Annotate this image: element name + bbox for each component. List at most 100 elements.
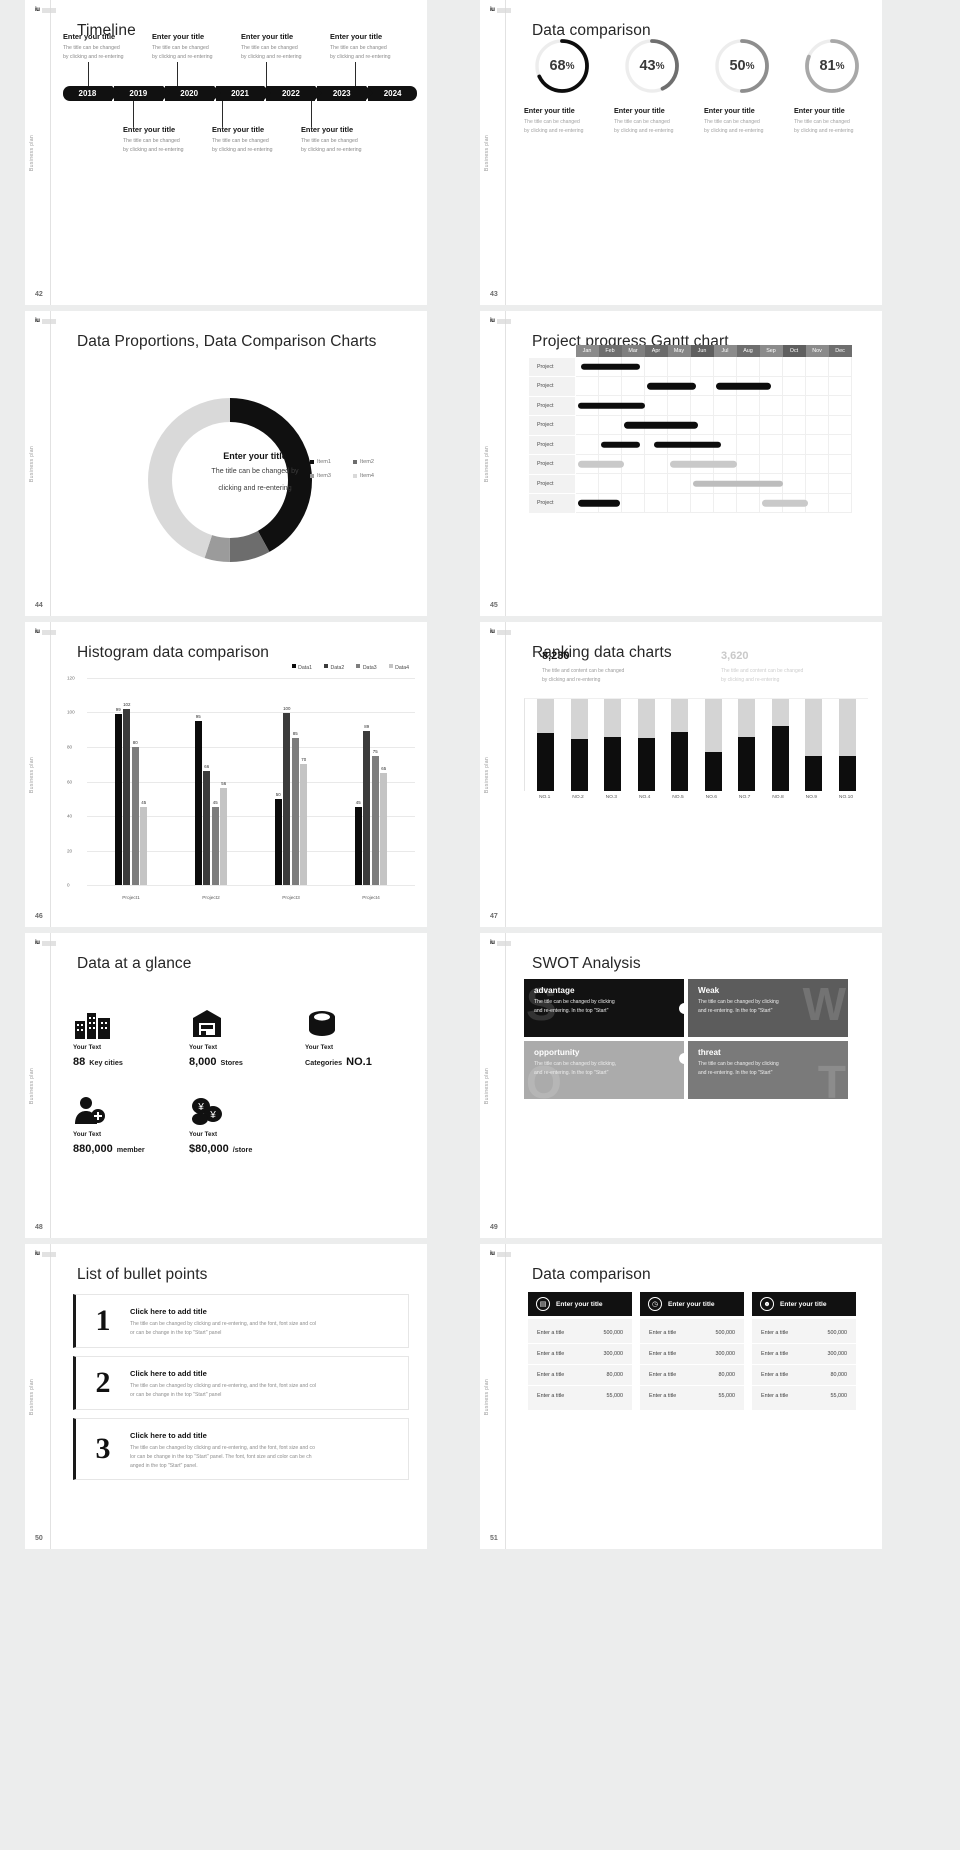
- gantt-bar[interactable]: [601, 441, 641, 448]
- stacked-bar[interactable]: [704, 698, 722, 791]
- timeline-year[interactable]: 2018: [63, 86, 119, 102]
- timeline-year[interactable]: 2019: [113, 86, 170, 102]
- bar[interactable]: 102: [123, 702, 130, 885]
- legend-item[interactable]: Item3: [310, 473, 344, 479]
- bar[interactable]: 66: [203, 764, 211, 885]
- gantt-body: Project Project Project Project Project Proje…: [528, 356, 852, 514]
- stat-item[interactable]: Your Text Categories NO.1: [305, 1005, 409, 1068]
- gridline: [87, 850, 415, 852]
- stacked-bar[interactable]: [771, 698, 789, 791]
- comparison-column[interactable]: ▤ Enter your title Enter a title 500,000 …: [528, 1292, 632, 1410]
- stacked-bar[interactable]: [637, 698, 655, 791]
- slide-gantt[interactable]: iu Business plan 45 Project progress Gan…: [480, 311, 882, 616]
- gantt-bar[interactable]: [578, 461, 625, 468]
- ring-chart: 50%: [712, 36, 772, 96]
- list-item[interactable]: Enter your title The title can be change…: [241, 32, 302, 61]
- list-item[interactable]: 3 Click here to add title The title can …: [73, 1418, 409, 1480]
- bar[interactable]: 65: [380, 766, 388, 885]
- legend-item[interactable]: Item1: [310, 459, 344, 465]
- bar[interactable]: 45: [140, 800, 148, 885]
- stacked-bar[interactable]: [570, 698, 588, 791]
- bar[interactable]: 50: [274, 792, 282, 885]
- stat-item[interactable]: Your Text 88 Key cities: [73, 1005, 177, 1068]
- bar[interactable]: 85: [291, 731, 299, 885]
- swot-quadrant-opportunity[interactable]: O opportunity The title can be changed b…: [524, 1041, 684, 1099]
- gantt-bar[interactable]: [578, 402, 645, 409]
- bar[interactable]: 45: [211, 800, 219, 885]
- stacked-bar[interactable]: [838, 698, 856, 791]
- gantt-bar[interactable]: [654, 441, 721, 448]
- gantt-bar[interactable]: [716, 383, 772, 390]
- swot-quadrant-weakness[interactable]: W Weak The title can be changed by click…: [688, 979, 848, 1037]
- list-item[interactable]: Enter your title The title can be change…: [301, 125, 362, 154]
- gauge-item[interactable]: 81% Enter your title The title can be ch…: [792, 36, 872, 136]
- legend-item[interactable]: Data2: [323, 664, 344, 671]
- legend-item[interactable]: Item2: [353, 459, 387, 465]
- stat-item[interactable]: ¥ ¥ Your Text $80,000 /store: [189, 1092, 293, 1155]
- swot-quadrant-threat[interactable]: T threat The title can be changed by cli…: [688, 1041, 848, 1099]
- stat-block-primary[interactable]: 8,230 The title and content can be chang…: [542, 650, 625, 684]
- bar[interactable]: 45: [354, 800, 362, 885]
- list-item[interactable]: Enter your title The title can be change…: [152, 32, 213, 61]
- timeline-year[interactable]: 2023: [317, 86, 373, 102]
- legend-item[interactable]: Data3: [356, 664, 377, 671]
- bar[interactable]: 89: [363, 724, 371, 885]
- stat-block-secondary[interactable]: 3,620 The title and content can be chang…: [721, 650, 804, 684]
- comparison-column[interactable]: ☻ Enter your title Enter a title 500,000 …: [752, 1292, 856, 1410]
- legend-item[interactable]: Data4: [388, 664, 409, 671]
- slide-swot[interactable]: iu Business plan 49 SWOT Analysis S adva…: [480, 933, 882, 1238]
- slide-data-comparison-gauges[interactable]: iu Business plan 43 Data comparison 68% …: [480, 0, 882, 305]
- gantt-bar[interactable]: [670, 461, 737, 468]
- bar[interactable]: 75: [371, 749, 379, 885]
- bar[interactable]: 99: [114, 707, 122, 885]
- list-item[interactable]: Enter your title The title can be change…: [123, 125, 184, 154]
- gantt-bar[interactable]: [578, 500, 620, 507]
- gantt-bar[interactable]: [624, 422, 698, 429]
- slide-data-proportions[interactable]: iu Business plan 44 Data Proportions, Da…: [25, 311, 427, 616]
- slide-histogram[interactable]: iu Business plan 46 Histogram data compa…: [25, 622, 427, 927]
- bar[interactable]: 100: [283, 706, 290, 885]
- slide-data-comparison-table[interactable]: iu Business plan 51 Data comparison ▤ En…: [480, 1244, 882, 1549]
- bar-segment-remainder: [637, 698, 655, 739]
- bar[interactable]: 95: [194, 714, 202, 885]
- legend-item[interactable]: Item4: [353, 473, 387, 479]
- gantt-bar[interactable]: [647, 383, 696, 390]
- month-header: Mar: [621, 345, 645, 357]
- gauge-item[interactable]: 43% Enter your title The title can be ch…: [612, 36, 692, 136]
- gauge-item[interactable]: 50% Enter your title The title can be ch…: [702, 36, 782, 136]
- list-item[interactable]: Enter your title The title can be change…: [330, 32, 391, 61]
- stat-item[interactable]: Your Text 880,000 member: [73, 1092, 177, 1155]
- y-axis-tick: 80: [67, 744, 73, 750]
- stacked-bar[interactable]: [738, 698, 756, 791]
- gauge-item[interactable]: 68% Enter your title The title can be ch…: [522, 36, 602, 136]
- slide-ranking[interactable]: iu Business plan 47 Ranking data charts …: [480, 622, 882, 927]
- list-item[interactable]: 1 Click here to add title The title can …: [73, 1294, 409, 1348]
- bar[interactable]: 56: [220, 781, 228, 885]
- stacked-bar[interactable]: [537, 698, 555, 791]
- slide-timeline[interactable]: iu Business plan 42 Timeline Enter your …: [25, 0, 427, 305]
- legend-item[interactable]: Data1: [291, 664, 312, 671]
- month-header: Jul: [713, 345, 737, 357]
- bar-value-label: 95: [195, 714, 201, 720]
- stacked-bar[interactable]: [805, 698, 823, 791]
- timeline-year[interactable]: 2020: [164, 86, 221, 102]
- stat-item[interactable]: Your Text 8,000 Stores: [189, 1005, 293, 1068]
- list-item[interactable]: Enter your title The title can be change…: [63, 32, 124, 61]
- bar[interactable]: 80: [131, 740, 139, 885]
- swot-quadrant-strength[interactable]: S advantage The title can be changed by …: [524, 979, 684, 1037]
- gantt-bar[interactable]: [580, 363, 641, 370]
- list-item[interactable]: 2 Click here to add title The title can …: [73, 1356, 409, 1410]
- stacked-bar[interactable]: [671, 698, 689, 791]
- stacked-bar[interactable]: [604, 698, 622, 791]
- comparison-column[interactable]: ◷ Enter your title Enter a title 500,000 …: [640, 1292, 744, 1410]
- gantt-bar[interactable]: [762, 500, 809, 507]
- slide-bullet-list[interactable]: iu Business plan 50 List of bullet point…: [25, 1244, 427, 1549]
- list-item[interactable]: Enter your title The title can be change…: [212, 125, 273, 154]
- timeline-year-bar: 2018 2019 2020 2021 2022 2023 2024: [63, 86, 419, 102]
- gantt-bar[interactable]: [693, 480, 783, 487]
- bar[interactable]: 70: [300, 757, 308, 885]
- timeline-year[interactable]: 2022: [266, 86, 323, 102]
- slide-data-at-a-glance[interactable]: iu Business plan 48 Data at a glance: [25, 933, 427, 1238]
- timeline-year[interactable]: 2021: [215, 86, 272, 102]
- timeline-year[interactable]: 2024: [368, 86, 418, 102]
